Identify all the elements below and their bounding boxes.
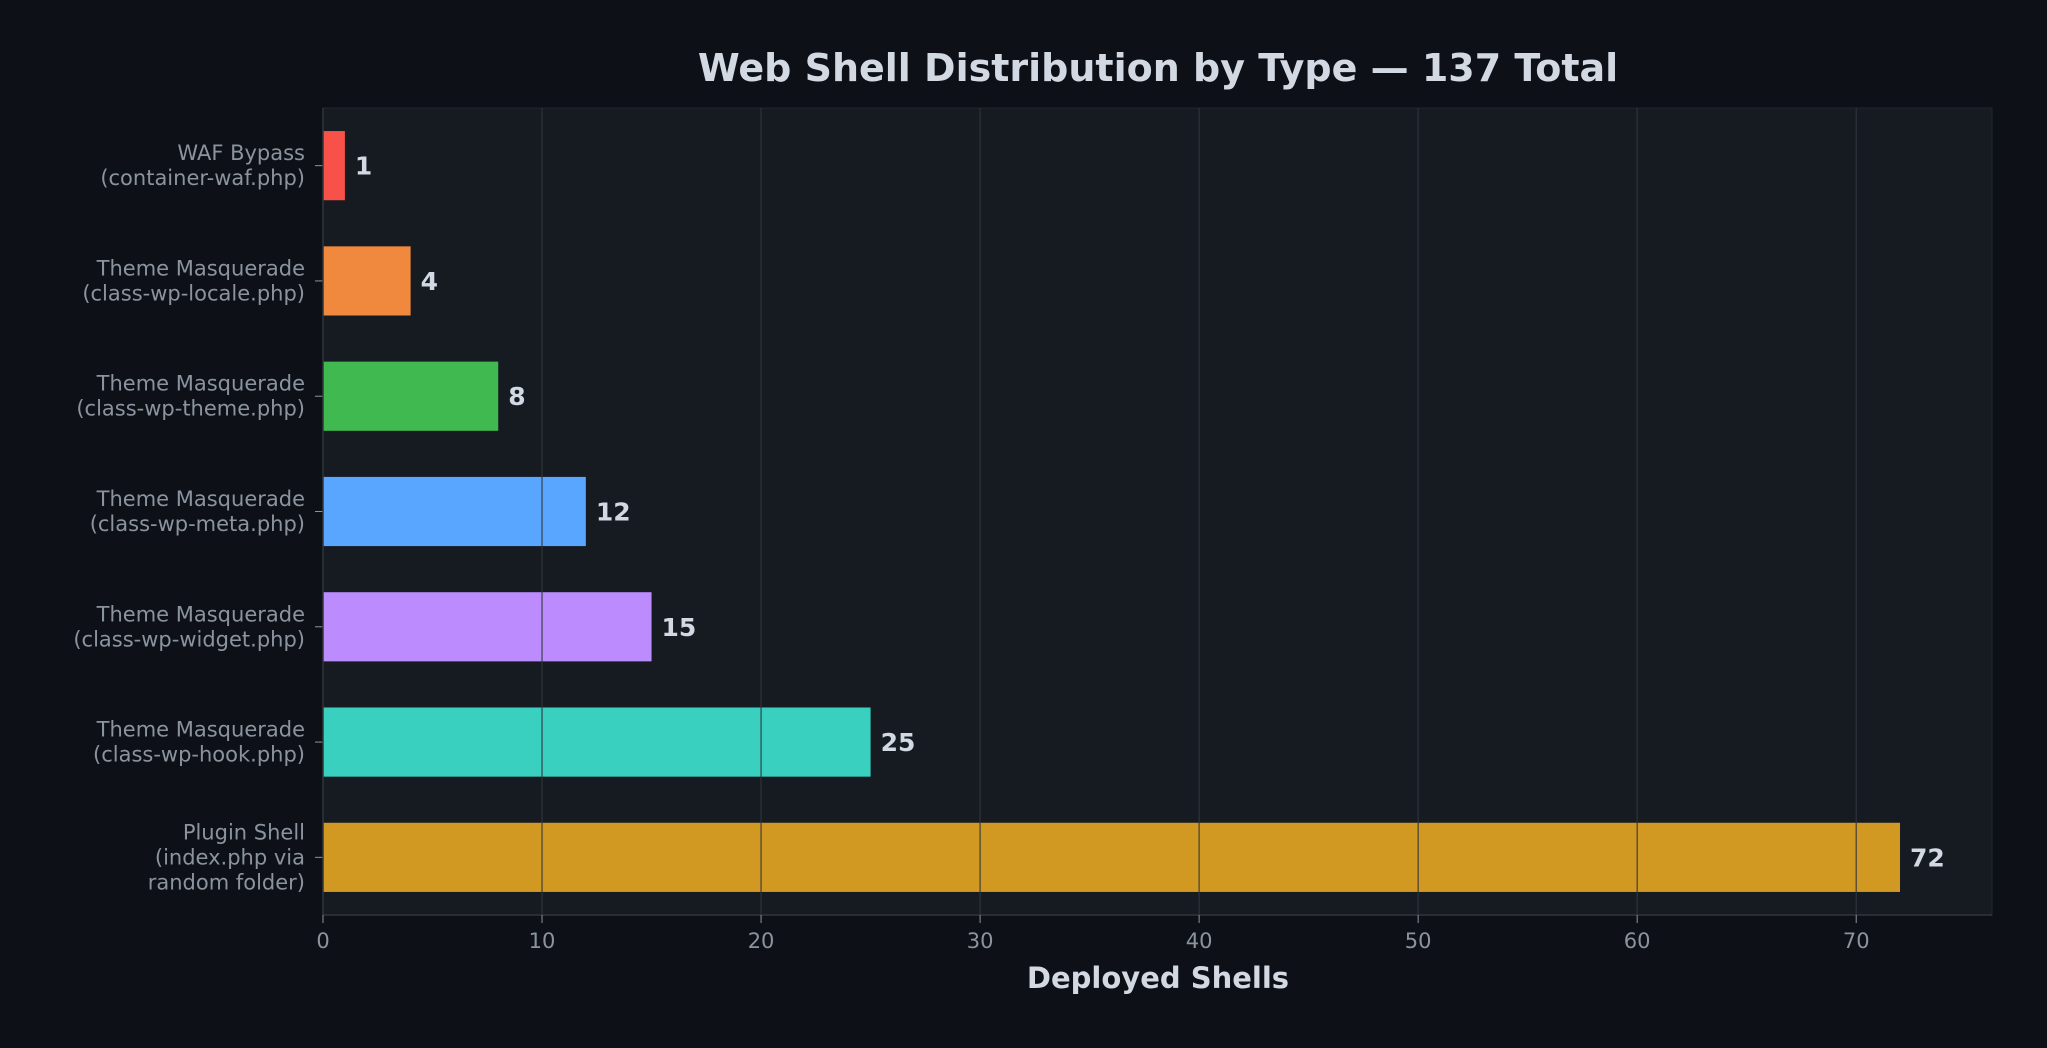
chart-title: Web Shell Distribution by Type — 137 Tot… <box>698 46 1618 90</box>
bar <box>323 361 499 431</box>
category-label: Theme Masquerade (class-wp-hook.php) <box>93 718 305 767</box>
x-tick-label: 60 <box>1624 929 1651 953</box>
x-tick-label: 70 <box>1843 929 1870 953</box>
x-tick-label: 10 <box>529 929 556 953</box>
bar <box>323 822 1901 892</box>
category-label: WAF Bypass (container-waf.php) <box>100 141 305 190</box>
x-tick-label: 50 <box>1405 929 1432 953</box>
category-label: Theme Masquerade (class-wp-meta.php) <box>90 487 305 536</box>
value-label: 4 <box>421 267 438 296</box>
value-label: 1 <box>355 152 372 181</box>
category-label: Theme Masquerade (class-wp-locale.php) <box>82 256 305 305</box>
value-label: 25 <box>881 728 916 757</box>
bar <box>323 131 345 201</box>
bar <box>323 707 871 777</box>
bars: 1 4 8 12 15 25 72 <box>323 108 1945 915</box>
value-label: 15 <box>662 613 697 642</box>
bar <box>323 592 652 662</box>
value-label: 72 <box>1910 843 1945 872</box>
plot-area <box>322 107 1993 916</box>
category-label: Theme Masquerade (class-wp-theme.php) <box>76 372 305 421</box>
value-label: 8 <box>508 382 525 411</box>
axes: WAF Bypass (container-waf.php) Theme Masqu… <box>73 108 1992 953</box>
x-tick-label: 40 <box>1186 929 1213 953</box>
x-tick-label: 0 <box>316 929 329 953</box>
x-axis-label: Deployed Shells <box>1027 961 1289 995</box>
x-tick-label: 20 <box>748 929 775 953</box>
bar <box>323 476 586 547</box>
x-tick-label: 30 <box>967 929 994 953</box>
value-label: 12 <box>596 498 631 527</box>
category-label: Theme Masquerade (class-wp-widget.php) <box>73 602 305 651</box>
category-label: Plugin Shell (index.php via random folder) <box>148 820 305 894</box>
bar <box>323 246 411 316</box>
